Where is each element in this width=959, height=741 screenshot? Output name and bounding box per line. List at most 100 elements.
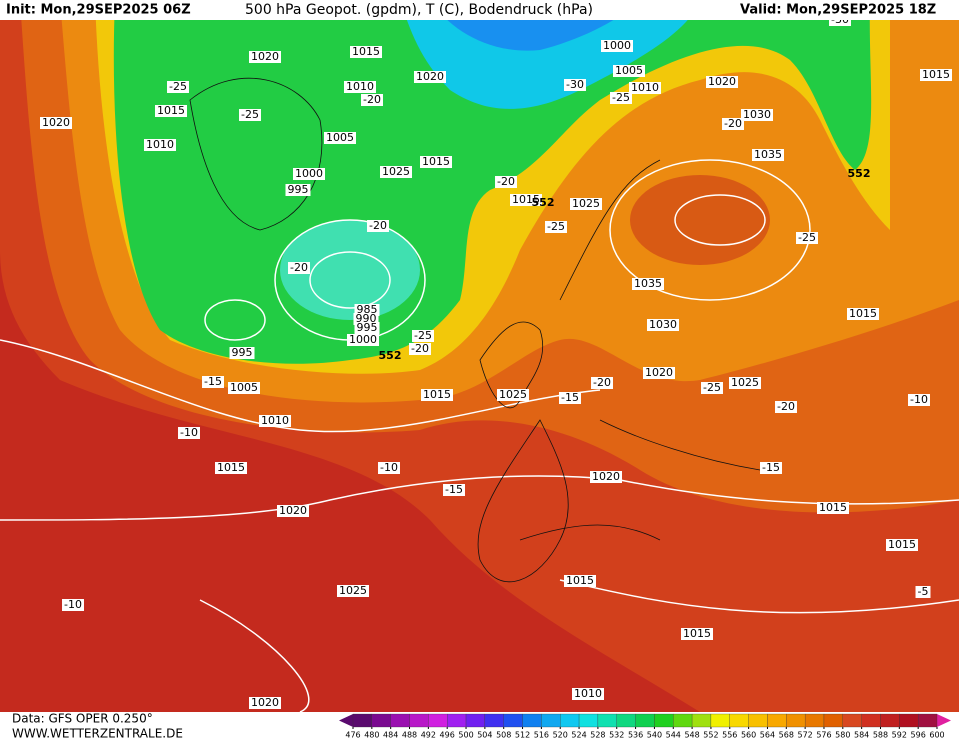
isobar-label: 1015 [157, 104, 185, 117]
isobar-label: 1020 [416, 70, 444, 83]
isobar-label-box [817, 502, 849, 514]
isobar-label: 1030 [743, 108, 771, 121]
colorbar-box [786, 713, 806, 728]
colorbar-tick-label: 564 [760, 731, 775, 740]
temperature-label-box [412, 330, 434, 342]
colorbar-box [371, 713, 391, 728]
temperature-label: -15 [561, 391, 579, 404]
coastlines [189, 77, 761, 583]
field-low-core [280, 220, 420, 320]
colorbar-box [541, 713, 561, 728]
geopotential-label: 552 [848, 167, 871, 180]
coastline [477, 419, 569, 583]
isobar-label-box [421, 389, 453, 401]
isobar-label-box [215, 462, 247, 474]
colorbar-box [748, 713, 768, 728]
temperature-label-box [202, 376, 224, 388]
isobar-label-box [344, 81, 376, 93]
colorbar-box [352, 713, 372, 728]
coastline [189, 77, 323, 231]
colorbar-box [616, 713, 636, 728]
colorbar-box [880, 713, 900, 728]
isobar-label: 1015 [217, 461, 245, 474]
isobar-label-box [249, 697, 281, 709]
colorbar-tick-label: 536 [628, 731, 643, 740]
colorbar-box [578, 713, 599, 728]
colorbar-tick-label: 568 [779, 731, 794, 740]
colorbar-end-low [339, 714, 353, 727]
colorbar-box [804, 713, 825, 728]
isobar-label: 1035 [634, 277, 662, 290]
temperature-label: -15 [204, 375, 222, 388]
isobar-label: 1000 [603, 39, 631, 52]
isobar-label-box [229, 347, 255, 359]
colorbar-tick-label: 504 [477, 731, 492, 740]
colorbar-tick-label: 532 [609, 731, 624, 740]
site-name: WWW.WETTERZENTRALE.DE [12, 727, 183, 741]
isobar-label: 1025 [572, 197, 600, 210]
colorbar-tick-label: 556 [722, 731, 737, 740]
header-bar [0, 0, 959, 20]
colorbar-box [390, 713, 410, 728]
colorbar-tick-label: 512 [515, 731, 530, 740]
isobar-label-box [681, 628, 713, 640]
temperature-label: -20 [593, 376, 611, 389]
isobar-label: 1015 [683, 627, 711, 640]
isobar-label-box [277, 505, 309, 517]
isobars [0, 159, 959, 713]
isobar-label: 1015 [423, 388, 451, 401]
temperature-label-box [495, 176, 517, 188]
colorbar-tick-label: 560 [741, 731, 756, 740]
isobar-label: 1000 [295, 167, 323, 180]
colorbar-tick-label: 552 [703, 731, 718, 740]
temperature-label-box [564, 79, 586, 91]
isobar-label: 1015 [566, 574, 594, 587]
coastline [479, 321, 544, 409]
colorbar-tick-label: 520 [553, 731, 568, 740]
colorbar-box [635, 713, 655, 728]
geopotential-label: 552 [532, 196, 555, 209]
temperature-label-box [610, 92, 632, 104]
isobar-label: 1025 [382, 165, 410, 178]
isobar-label-box [510, 194, 542, 206]
isobar-label-box [40, 117, 72, 129]
isobar [199, 599, 310, 713]
isobar-label: 995 [232, 346, 253, 359]
colorbar-box [673, 713, 693, 728]
isobar [0, 475, 959, 521]
colorbar-box [767, 713, 787, 728]
temperature-label-box [908, 394, 930, 406]
temperature-label-box [775, 401, 797, 413]
colorbar-box [560, 713, 580, 728]
colorbar-tick-label: 492 [421, 731, 436, 740]
isobar-label-box [347, 334, 379, 346]
temperature-label-box [378, 462, 400, 474]
isobar-label: 1005 [615, 64, 643, 77]
isobar-label-box [337, 585, 369, 597]
temperature-label: -20 [724, 117, 742, 130]
temperature-label-box [796, 232, 818, 244]
colorbar-tick-label: 540 [647, 731, 662, 740]
colorbar-tick-label: 484 [383, 731, 398, 740]
isobar-label: 1015 [849, 307, 877, 320]
map-title: 500 hPa Geopot. (gpdm), T (C), Bodendruc… [245, 2, 593, 18]
colorbar-tick-label: 588 [873, 731, 888, 740]
temperature-label: -10 [180, 426, 198, 439]
geopotential-label: 552 [379, 349, 402, 362]
temperature-label-box [722, 118, 744, 130]
valid-time: Valid: Mon,29SEP2025 18Z [740, 3, 936, 18]
isobar-label-box [354, 322, 380, 334]
temperature-label: -25 [547, 220, 565, 233]
temperature-label: -5 [918, 585, 929, 598]
temperature-label-box [591, 377, 613, 389]
colorbar-box [918, 713, 938, 728]
colorbar-tick-label: 516 [534, 731, 549, 740]
isobar-label-box [886, 539, 918, 551]
temperature-label-box [545, 221, 567, 233]
isobar-label-box [847, 308, 879, 320]
isobar-label-box [570, 198, 602, 210]
isobar-label-box [920, 69, 952, 81]
isobar-label-box [324, 132, 356, 144]
colorbar-box [861, 713, 881, 728]
isobar-label-box [741, 109, 773, 121]
